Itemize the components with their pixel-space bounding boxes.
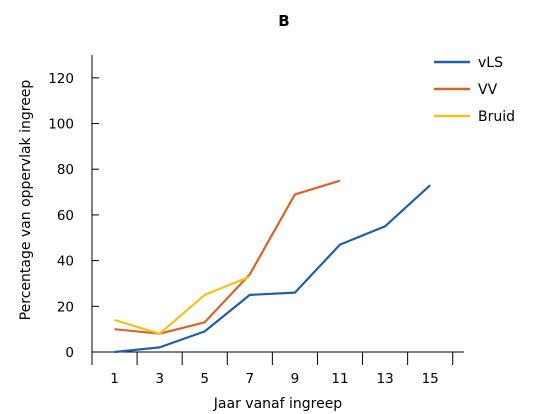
- y-tick-label: 120: [48, 71, 74, 87]
- x-ticks: 1 3 5 7 9 11 13 15: [91, 352, 454, 387]
- series-line-vv: [114, 179, 341, 335]
- x-tick-label: 11: [331, 371, 348, 387]
- x-tick-label: 15: [422, 371, 439, 387]
- y-tick-label: 40: [57, 254, 74, 270]
- y-axis-title: Percentage van oppervlak ingreep: [18, 80, 34, 321]
- series-line-bruid: [114, 275, 251, 335]
- y-tick-label: 80: [57, 162, 74, 178]
- legend-label-vv: VV: [478, 82, 498, 98]
- x-tick-label: 3: [155, 371, 164, 387]
- x-tick-label: 1: [110, 371, 119, 387]
- y-tick-label: 100: [48, 117, 74, 133]
- x-tick-label: 5: [200, 371, 209, 387]
- legend-label-vls: vLS: [478, 55, 503, 71]
- y-ticks: 0 20 40 60 80 100 120: [48, 71, 99, 361]
- legend: vLS VV Bruid: [434, 55, 515, 125]
- x-tick-label: 7: [246, 371, 255, 387]
- y-tick-label: 0: [65, 345, 74, 361]
- x-axis-title: Jaar vanaf ingreep: [213, 396, 343, 412]
- y-tick-label: 20: [57, 299, 74, 315]
- series-line-vls: [114, 184, 431, 354]
- x-tick-label: 13: [376, 371, 393, 387]
- x-tick-label: 9: [291, 371, 300, 387]
- legend-label-bruid: Bruid: [478, 109, 515, 125]
- chart-title: B: [278, 12, 289, 30]
- axes: [91, 55, 464, 365]
- series-lines: [114, 179, 431, 354]
- y-tick-label: 60: [57, 208, 74, 224]
